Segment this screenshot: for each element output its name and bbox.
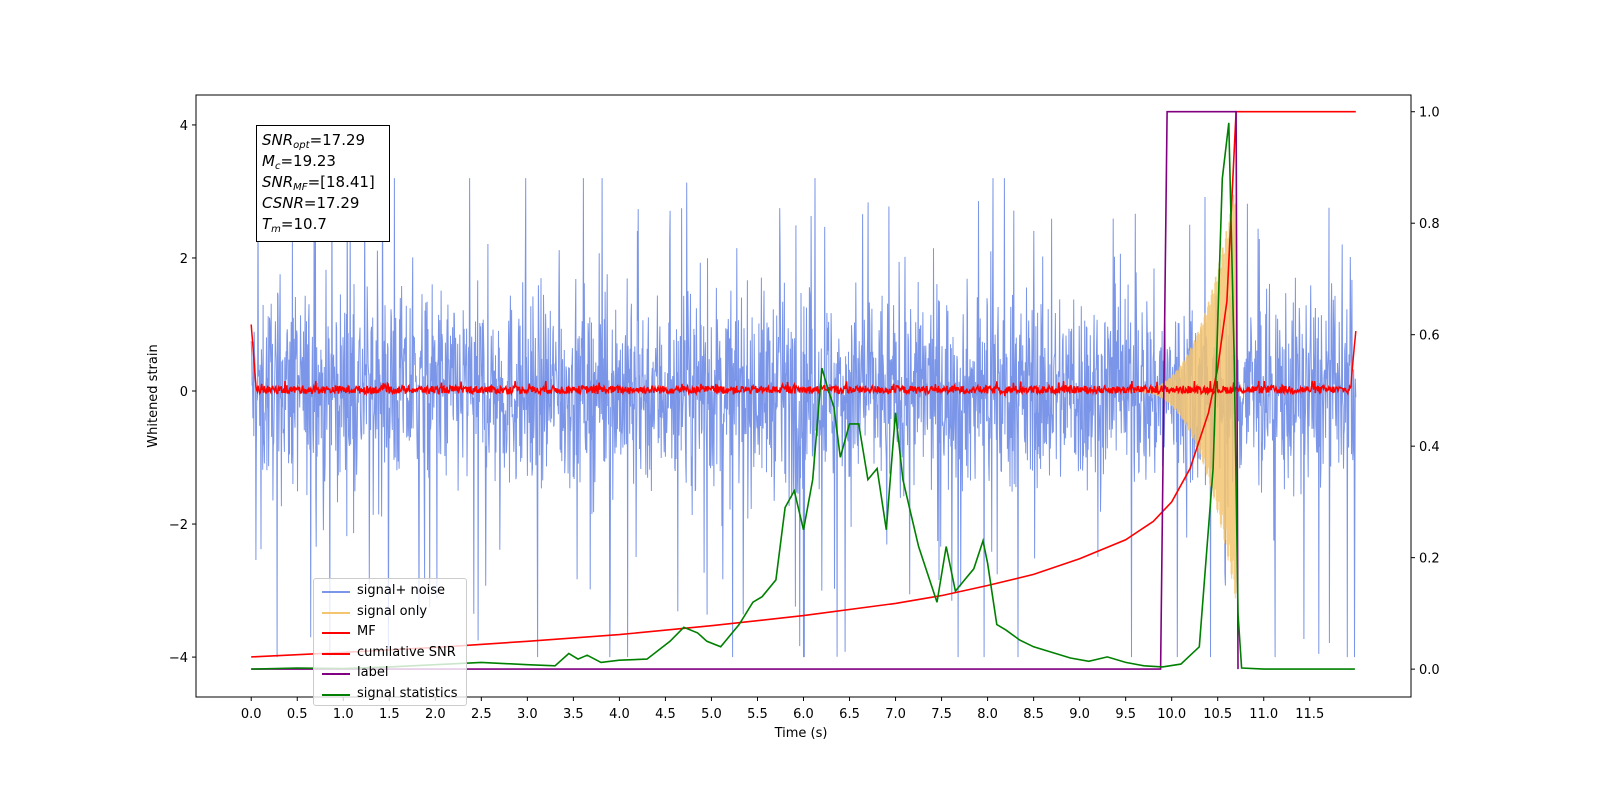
snr-opt-line: SNRopt=17.29 <box>262 131 366 151</box>
x-tick-label: 1.5 <box>379 707 400 722</box>
legend-item: signal statistics <box>314 684 466 705</box>
tm-line: Tm=10.7 <box>262 215 327 235</box>
stats-annotation-box: SNRopt=17.29 Mc=19.23 SNRMF=[18.41] CSNR… <box>256 125 390 242</box>
x-tick-label: 4.0 <box>609 707 630 722</box>
legend-item: MF <box>314 622 466 643</box>
legend-label: signal statistics <box>357 685 458 701</box>
x-tick-label: 1.0 <box>333 707 354 722</box>
legend-label: signal only <box>357 603 428 619</box>
x-tick-label: 8.5 <box>1023 707 1044 722</box>
legend-swatch <box>322 591 350 593</box>
y-right-tick-label: 0.4 <box>1419 440 1440 455</box>
y-left-tick-label: 0 <box>180 385 188 400</box>
x-tick-label: 10.5 <box>1203 707 1232 722</box>
x-tick-label: 3.5 <box>563 707 584 722</box>
x-axis-ticks: 0.0 0.5 1.0 1.5 2.0 2.5 3.0 3.5 4.0 4.5 5.0 5.5 6.0 6… <box>241 697 1324 722</box>
y-left-tick-label: 4 <box>180 119 188 134</box>
legend-swatch <box>322 652 350 655</box>
y-right-tick-label: 1.0 <box>1419 106 1440 121</box>
x-tick-label: 7.5 <box>931 707 952 722</box>
y-right-tick-label: 0.6 <box>1419 329 1440 344</box>
legend-label: label <box>357 665 389 680</box>
x-tick-label: 2.0 <box>425 707 446 722</box>
csnr-value: =17.29 <box>303 194 360 212</box>
x-tick-label: 11.0 <box>1249 707 1278 722</box>
mc-value: =19.23 <box>280 152 336 170</box>
y-left-tick-label: −4 <box>169 651 188 666</box>
csnr-line: CSNR=17.29 <box>262 194 360 212</box>
legend-swatch <box>322 673 350 675</box>
snr-mf-line: SNRMF=[18.41] <box>262 173 375 193</box>
chart-legend: signal+ noise signal only MF cumilative … <box>313 578 467 706</box>
x-tick-label: 8.0 <box>977 707 998 722</box>
legend-item: cumilative SNR <box>314 643 466 664</box>
x-tick-label: 5.5 <box>747 707 768 722</box>
x-tick-label: 9.0 <box>1069 707 1090 722</box>
x-tick-label: 0.5 <box>287 707 308 722</box>
mf-line <box>250 324 1357 397</box>
y-axis-label: Whitened strain <box>146 344 161 447</box>
snr-opt-value: =17.29 <box>309 131 366 149</box>
cumulative-snr-line <box>251 110 1356 658</box>
legend-label: signal+ noise <box>357 583 446 598</box>
x-tick-label: 6.5 <box>839 707 860 722</box>
x-tick-label: 2.5 <box>471 707 492 722</box>
x-axis-label: Time (s) <box>774 726 828 741</box>
legend-swatch <box>322 632 350 634</box>
series-layer <box>250 110 1357 670</box>
x-tick-label: 9.5 <box>1115 707 1136 722</box>
legend-swatch <box>322 611 350 614</box>
legend-label: cumilative SNR <box>357 644 456 660</box>
x-tick-label: 11.5 <box>1295 707 1324 722</box>
y-left-axis-ticks: 4 2 0 −2 −4 <box>169 119 196 666</box>
legend-item: label <box>314 663 466 684</box>
y-right-tick-label: 0.2 <box>1419 552 1440 567</box>
x-tick-label: 0.0 <box>241 707 262 722</box>
y-right-tick-label: 0.0 <box>1419 663 1440 678</box>
y-left-tick-label: −2 <box>169 518 188 533</box>
x-tick-label: 3.0 <box>517 707 538 722</box>
label-line <box>251 110 1239 670</box>
y-left-tick-label: 2 <box>180 252 188 267</box>
y-right-axis-ticks: 1.0 0.8 0.6 0.4 0.2 0.0 <box>1411 106 1440 678</box>
x-tick-label: 4.5 <box>655 707 676 722</box>
legend-item: signal only <box>314 602 466 623</box>
snr-mf-value: =[18.41] <box>307 173 375 191</box>
tm-value: =10.7 <box>280 215 327 233</box>
y-right-tick-label: 0.8 <box>1419 217 1440 232</box>
x-tick-label: 10.0 <box>1157 707 1186 722</box>
mc-line: Mc=19.23 <box>262 152 336 172</box>
legend-label: MF <box>357 624 376 639</box>
x-tick-label: 7.0 <box>885 707 906 722</box>
signal-statistics-line <box>251 122 1355 670</box>
legend-item: signal+ noise <box>314 581 466 602</box>
x-tick-label: 6.0 <box>793 707 814 722</box>
legend-swatch <box>322 693 350 696</box>
x-tick-label: 5.0 <box>701 707 722 722</box>
